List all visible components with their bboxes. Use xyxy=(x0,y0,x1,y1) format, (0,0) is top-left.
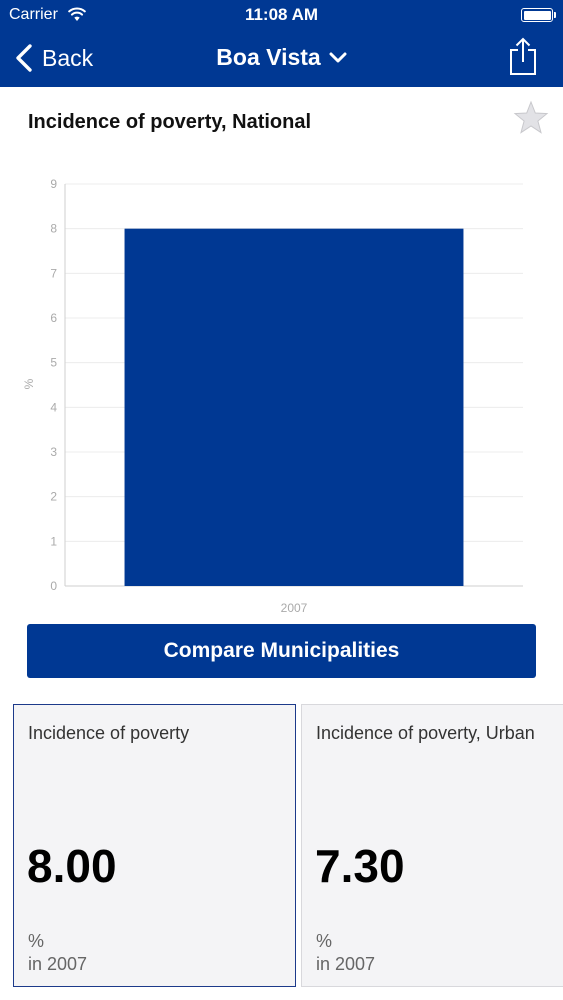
back-button[interactable]: Back xyxy=(14,40,93,76)
bar-chart: 0 1 2 3 4 5 6 7 8 9 2007 % xyxy=(22,177,523,615)
top-bar: Carrier 11:08 AM Back Boa Vista xyxy=(0,0,563,87)
carrier-label: Carrier xyxy=(9,6,58,23)
x-tick-label: 2007 xyxy=(281,601,308,615)
navigation-bar: Back Boa Vista xyxy=(0,30,563,87)
card-unit: % xyxy=(316,931,333,951)
bar-2007[interactable] xyxy=(124,228,464,586)
y-tick-label: 6 xyxy=(50,311,57,325)
y-tick-label: 0 xyxy=(50,579,57,593)
wifi-icon xyxy=(68,7,86,21)
card-title: Incidence of poverty xyxy=(28,723,190,743)
y-tick-label: 4 xyxy=(50,400,57,414)
indicator-card-poverty[interactable]: Incidence of poverty 8.00 % in 2007 xyxy=(13,704,296,987)
battery-icon xyxy=(521,8,553,22)
y-axis-ticks: 0 1 2 3 4 5 6 7 8 9 xyxy=(50,177,57,593)
status-bar: Carrier 11:08 AM xyxy=(0,0,563,30)
y-tick-label: 9 xyxy=(50,177,57,191)
chevron-left-icon xyxy=(16,44,32,72)
chevron-down-icon xyxy=(329,52,347,62)
card-title: Incidence of poverty, Urban xyxy=(316,723,535,743)
y-tick-label: 3 xyxy=(50,445,57,459)
card-year: in 2007 xyxy=(316,954,376,974)
y-tick-label: 1 xyxy=(50,534,57,548)
card-year: in 2007 xyxy=(28,954,88,974)
back-label: Back xyxy=(42,44,94,71)
chart-bars xyxy=(124,228,464,586)
compare-municipalities-button[interactable]: Compare Municipalities xyxy=(27,624,536,678)
star-icon[interactable] xyxy=(513,100,549,136)
y-axis-label: % xyxy=(22,378,36,389)
y-tick-label: 5 xyxy=(50,356,57,370)
indicator-card-poverty-urban[interactable]: Incidence of poverty, Urban 7.30 % in 20… xyxy=(301,704,563,987)
x-axis-labels: 2007 xyxy=(281,601,308,615)
y-tick-label: 8 xyxy=(50,222,57,236)
location-selector[interactable]: Boa Vista xyxy=(216,44,347,71)
card-value: 7.30 xyxy=(315,840,405,892)
battery-cap xyxy=(554,12,556,18)
location-title-label: Boa Vista xyxy=(216,44,321,70)
page-title: Boa Vista xyxy=(0,44,563,71)
y-tick-label: 7 xyxy=(50,266,57,280)
card-value: 8.00 xyxy=(27,840,117,892)
y-tick-label: 2 xyxy=(50,490,57,504)
compare-button-label: Compare Municipalities xyxy=(163,639,400,662)
share-icon[interactable] xyxy=(507,36,539,76)
status-time: 11:08 AM xyxy=(244,5,319,24)
chart-title: Incidence of poverty, National xyxy=(28,111,312,133)
card-unit: % xyxy=(28,931,45,951)
